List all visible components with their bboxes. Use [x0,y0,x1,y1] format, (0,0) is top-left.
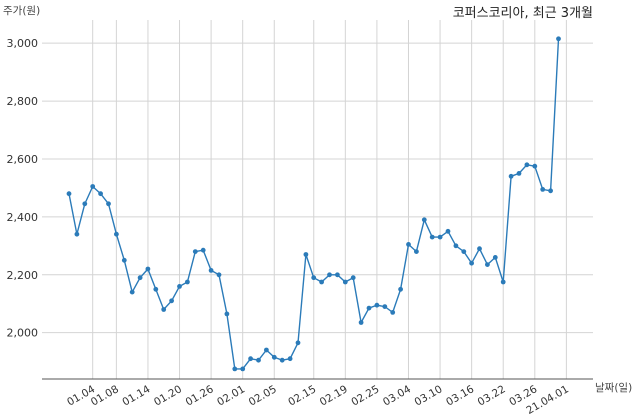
price-point [161,307,167,312]
price-point [264,347,269,353]
price-point [429,234,435,240]
y-axis-label: 주가(원) [3,5,40,17]
price-point [492,255,498,260]
price-point [548,188,553,194]
x-tick-label: 02.25 [349,383,381,408]
price-point [327,272,332,278]
y-tick-label: 2,000 [7,327,39,340]
x-tick-label: 02.15 [286,383,318,408]
price-point [342,279,348,285]
price-point [358,320,364,325]
x-tick-label: 03.22 [476,383,508,408]
x-tick-label: 02.01 [215,383,247,408]
price-point [508,173,514,179]
price-point [453,243,459,249]
price-point [208,268,214,273]
x-tick-label: 02.19 [318,383,350,408]
price-point [406,242,411,247]
price-point [279,357,285,363]
price-point [185,279,190,285]
price-point [421,217,427,223]
y-tick-label: 2,200 [7,269,39,282]
price-point [145,266,151,272]
price-point [295,340,301,346]
price-point [82,201,88,207]
price-point [287,356,293,362]
price-point [350,275,356,281]
price-point [445,228,451,234]
price-point [177,284,182,289]
price-point [224,311,230,317]
price-point [414,249,419,255]
chart-title: 코퍼스코리아, 최근 3개월 [453,6,593,21]
x-tick-label: 03.10 [413,383,445,408]
y-tick-label: 3,000 [7,37,39,50]
price-point [137,275,143,281]
price-point [232,366,238,372]
price-point [485,262,490,267]
price-point [500,279,506,285]
x-tick-label: 02.05 [247,383,279,408]
price-point [106,201,111,207]
price-point [256,357,261,363]
x-tick-label: 01.14 [120,383,152,409]
y-tick-labels: 2,000 2,200 2,400 2,600 2,800 3,000 [7,37,39,340]
price-point [121,257,127,263]
price-point [114,231,119,237]
price-point [90,184,96,189]
price-point [153,286,159,292]
price-series [66,36,561,372]
price-point [311,275,317,281]
price-point [74,231,80,237]
price-point [374,302,380,308]
price-point [200,247,206,253]
price-point [303,252,309,257]
price-point [98,191,103,197]
price-point [532,163,538,169]
price-point [366,305,372,311]
grid-lines [42,20,593,379]
price-point [461,249,467,255]
y-tick-label: 2,400 [7,211,39,224]
y-tick-label: 2,800 [7,95,39,108]
price-point [319,279,324,285]
price-point [540,187,546,192]
price-point [390,310,396,315]
x-tick-label: 01.26 [184,383,216,409]
x-tick-label: 03.04 [381,383,413,409]
price-point [469,260,474,266]
price-point [240,366,246,372]
x-axis-label: 날짜(일) [595,381,632,394]
price-point [169,298,175,304]
price-point [516,171,522,176]
price-point [129,289,135,295]
price-point [382,304,388,309]
price-point [437,234,443,240]
price-point [192,249,198,255]
price-point [335,272,340,278]
price-point [66,191,72,197]
y-tick-label: 2,600 [7,153,39,166]
x-tick-label: 03.16 [444,383,476,409]
price-point [216,272,222,278]
price-point [524,162,530,168]
price-point [477,246,482,252]
x-tick-label: 01.08 [89,383,121,408]
price-point [556,36,561,42]
price-point [248,356,254,362]
price-point [271,354,277,360]
price-point [398,286,403,292]
x-tick-label: 01.20 [152,383,184,408]
